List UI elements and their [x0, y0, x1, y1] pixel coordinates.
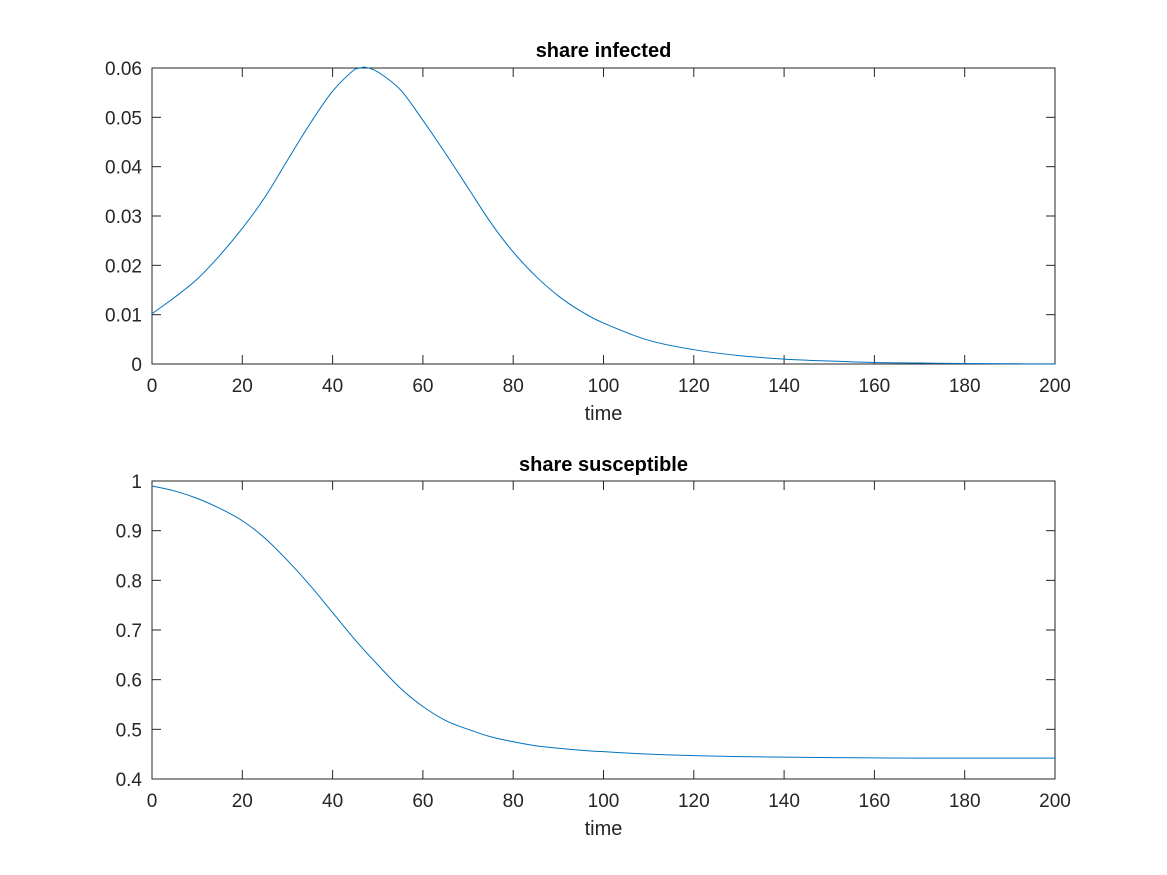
x-tick-label: 160	[859, 791, 891, 812]
y-tick-label: 0.4	[116, 770, 143, 791]
x-tick-label: 80	[503, 791, 524, 812]
x-tick-label: 0	[147, 791, 158, 812]
x-tick-label: 20	[232, 791, 253, 812]
x-tick-label: 180	[949, 376, 981, 397]
x-tick-label: 80	[503, 376, 524, 397]
x-ticks: 0 20 40 60 80 100 120 140 160 180 200	[147, 481, 1071, 812]
x-tick-label: 60	[412, 376, 433, 397]
y-tick-label: 0.02	[105, 256, 142, 277]
y-tick-label: 0.5	[116, 720, 142, 741]
y-ticks: 0 0.01 0.02 0.03 0.04 0.05 0.06	[105, 59, 1055, 376]
x-tick-label: 40	[322, 376, 343, 397]
subplot-share-infected: share infected time 0 20 40 60 80 100 120 140 16…	[105, 40, 1071, 425]
axes-box	[151, 480, 1056, 780]
x-tick-label: 140	[768, 791, 800, 812]
x-tick-label: 180	[949, 791, 981, 812]
x-tick-label: 60	[412, 791, 433, 812]
y-tick-label: 0.8	[116, 571, 142, 592]
y-tick-label: 0.01	[105, 306, 142, 327]
series-line-share-susceptible	[151, 485, 1055, 759]
y-tick-label: 0.9	[116, 522, 142, 543]
y-tick-label: 0.05	[105, 108, 142, 129]
y-tick-label: 0.6	[116, 671, 142, 692]
chart-title: share infected	[536, 40, 672, 62]
y-tick-label: 0.04	[105, 158, 142, 179]
y-tick-label: 1	[131, 472, 142, 493]
x-tick-label: 120	[678, 376, 710, 397]
x-tick-label: 0	[147, 376, 158, 397]
x-axis-label: time	[585, 818, 623, 840]
x-tick-label: 140	[768, 376, 800, 397]
x-tick-label: 160	[859, 376, 891, 397]
x-tick-label: 40	[322, 791, 343, 812]
x-tick-label: 120	[678, 791, 710, 812]
x-tick-label: 200	[1039, 376, 1071, 397]
x-tick-label: 100	[588, 791, 620, 812]
y-tick-label: 0.7	[116, 621, 142, 642]
x-tick-label: 20	[232, 376, 253, 397]
series-line-share-infected	[151, 66, 1056, 365]
x-ticks: 0 20 40 60 80 100 120 140 160 180 200	[147, 68, 1071, 397]
x-tick-label: 200	[1039, 791, 1071, 812]
y-tick-label: 0.03	[105, 207, 142, 228]
x-axis-label: time	[585, 403, 623, 425]
y-tick-label: 0.06	[105, 59, 142, 80]
x-tick-label: 100	[588, 376, 620, 397]
y-ticks: 0.4 0.5 0.6 0.7 0.8 0.9 1	[116, 472, 1055, 791]
subplot-share-susceptible: share susceptible time 0 20 40 60 80 100 120 14…	[116, 454, 1071, 840]
chart-title: share susceptible	[519, 454, 688, 476]
axes-box	[151, 67, 1056, 365]
y-tick-label: 0	[131, 355, 142, 376]
